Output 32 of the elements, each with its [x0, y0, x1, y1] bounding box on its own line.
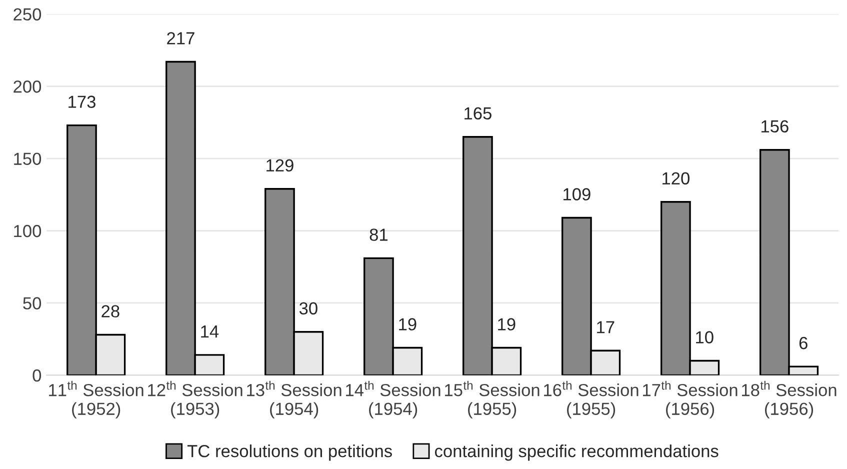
data-label: 120	[662, 172, 690, 185]
data-label: 217	[167, 32, 194, 44]
x-tick-label: 15$^{th}$ Session (1955)	[445, 380, 540, 418]
data-label: 30	[299, 302, 318, 315]
data-label: 129	[266, 159, 294, 172]
data-label: 109	[564, 188, 590, 200]
data-label: 28	[102, 305, 120, 318]
data-label: 6	[799, 336, 808, 350]
x-tick-label: 14$^{th}$ Session (1954)	[346, 380, 440, 418]
y-tick-label: 50	[23, 297, 42, 310]
data-label: 156	[762, 120, 788, 133]
x-tick-label: 13$^{th}$ Session (1954)	[247, 380, 342, 418]
data-label: 19	[399, 318, 416, 330]
data-label: 14	[201, 326, 219, 338]
x-tick-label: 17$^{th}$ Session (1956)	[643, 380, 738, 418]
y-tick-label: 150	[14, 152, 42, 165]
data-label: 10	[696, 331, 714, 344]
data-label: 19	[498, 318, 516, 330]
data-label: 81	[370, 228, 388, 241]
data-label: 17	[597, 321, 614, 334]
x-tick-label: 11$^{th}$ Session (1952)	[49, 380, 144, 418]
data-label: 173	[68, 96, 96, 108]
y-tick-label: 100	[14, 224, 42, 238]
legend-label: TC resolutions on petitions	[187, 444, 392, 461]
y-tick-label: 200	[14, 80, 42, 93]
x-tick-label: 16$^{th}$ Session (1955)	[544, 380, 638, 418]
legend-label: containing specific recommendations	[434, 444, 718, 461]
x-tick-label: 12$^{th}$ Session (1953)	[148, 380, 242, 418]
y-tick-label: 0	[32, 369, 42, 382]
y-tick-label: 250	[14, 8, 42, 21]
x-tick-label: 18$^{th}$ Session (1956)	[742, 380, 836, 418]
data-label: 165	[464, 107, 492, 120]
